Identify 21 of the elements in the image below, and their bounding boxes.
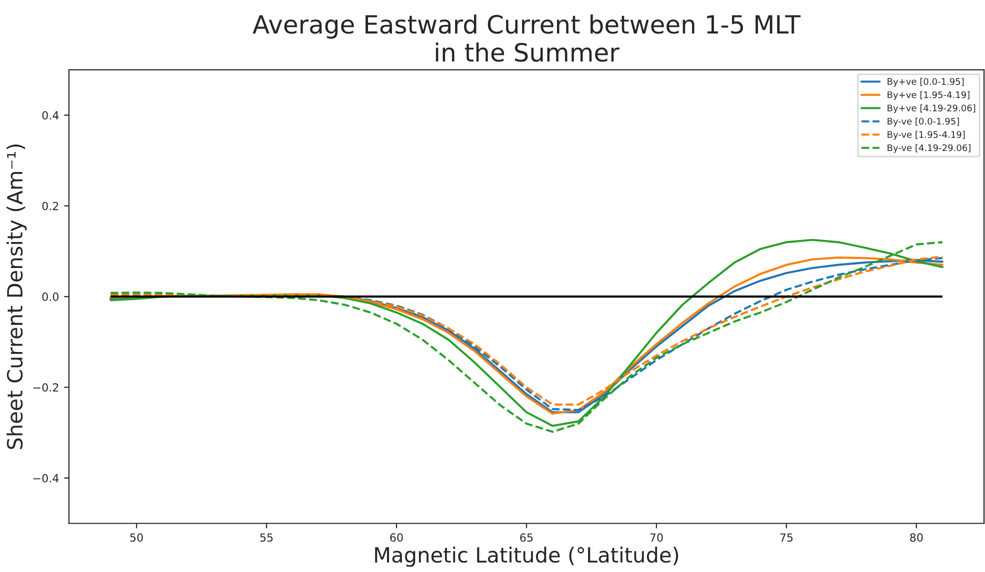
y-tick-label: 0.2 xyxy=(42,202,58,210)
chart-title: Average Eastward Current between 1-5 MLT in the Summer xyxy=(252,14,801,62)
legend-label: By+ve [1.95-4.19] xyxy=(888,91,970,100)
x-axis-title: Magnetic Latitude (°Latitude) xyxy=(375,546,678,567)
x-tick-label: 60 xyxy=(390,533,403,542)
y-tick-label: −0.2 xyxy=(33,383,58,392)
x-tick-label: 50 xyxy=(130,533,143,542)
legend-label: By+ve [0.0-1.95] xyxy=(888,78,964,87)
legend-label: By-ve [1.95-4.19] xyxy=(888,130,965,140)
x-tick-label: 70 xyxy=(650,533,663,542)
y-axis-title: Sheet Current Density (Am⁻¹) xyxy=(6,144,27,450)
y-tick-label: 0.0 xyxy=(42,292,58,301)
x-tick-label: 75 xyxy=(780,533,793,542)
x-tick-label: 80 xyxy=(910,533,923,542)
x-tick-label: 55 xyxy=(260,533,273,542)
y-tick-label: 0.4 xyxy=(42,111,59,120)
legend-label: By-ve [4.19-29.06] xyxy=(888,144,970,153)
legend-label: By-ve [0.0-1.95] xyxy=(888,118,959,126)
y-tick-label: −0.4 xyxy=(33,474,59,482)
legend-label: By+ve [4.19-29.06] xyxy=(888,104,976,114)
x-tick-label: 65 xyxy=(520,533,533,542)
